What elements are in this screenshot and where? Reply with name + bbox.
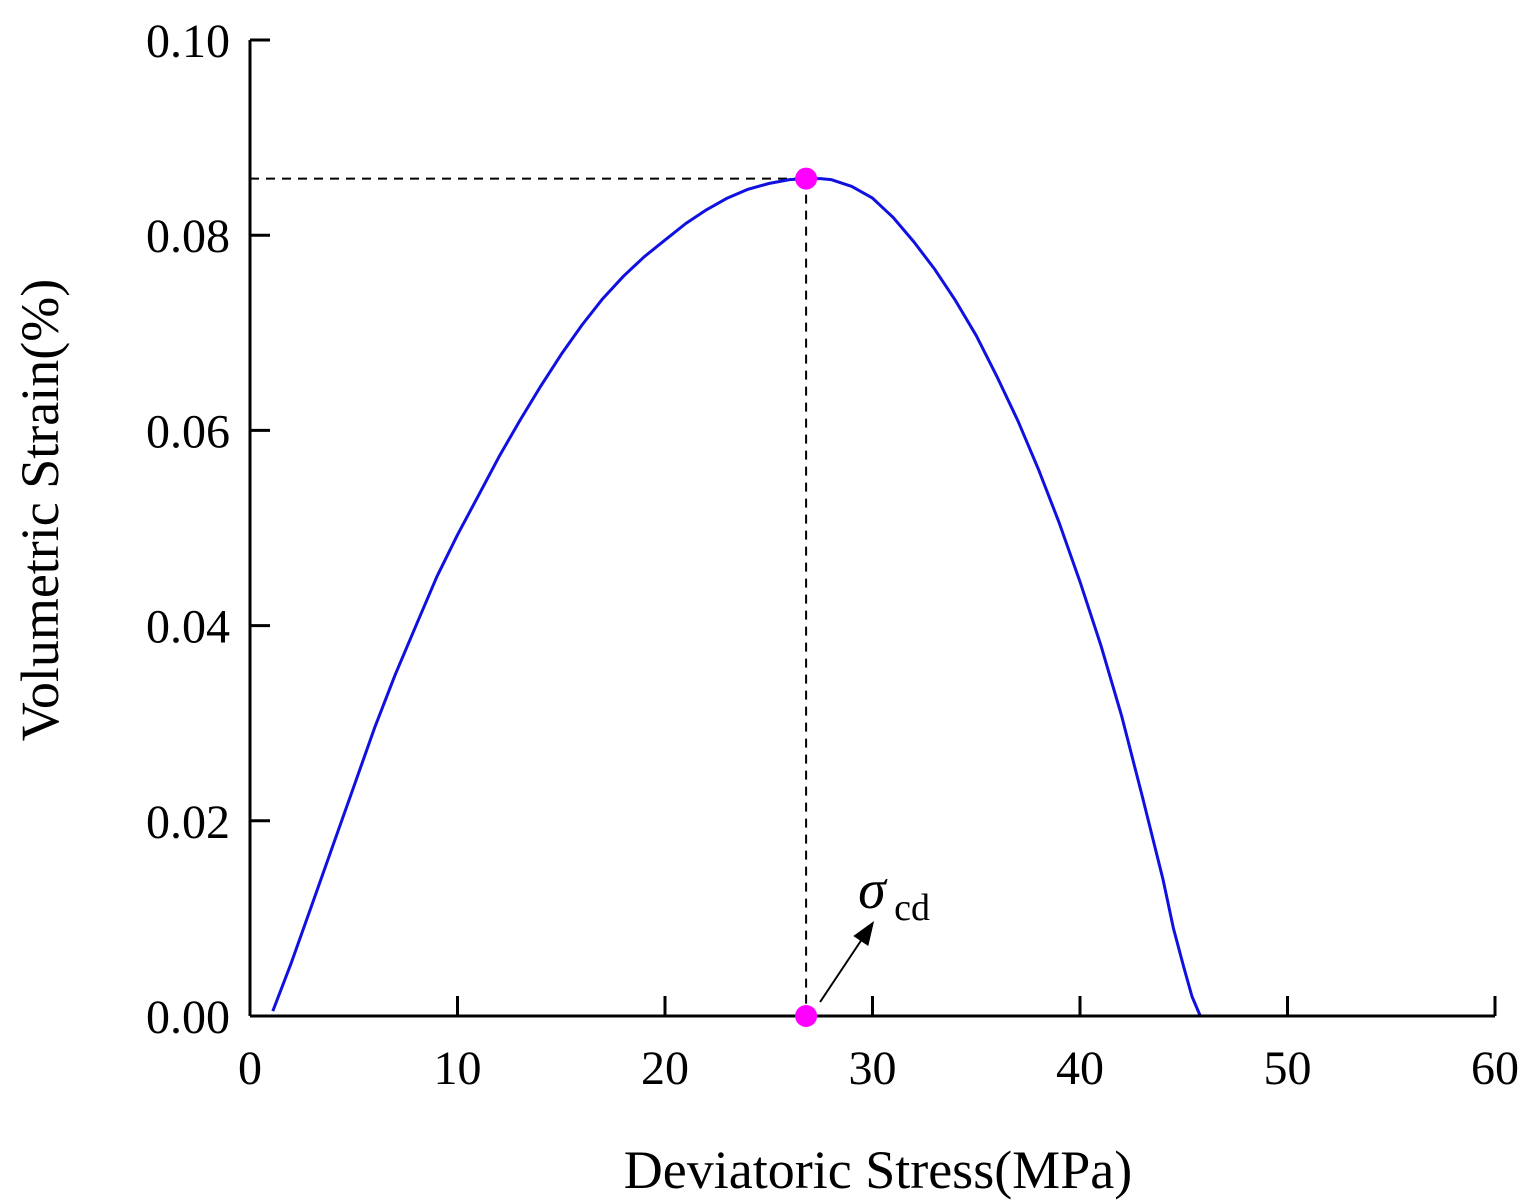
x-tick-label: 20 [641,1042,689,1095]
ticks: 0 10 20 30 40 50 60 0.00 0.02 0.04 0.06 0.08 0.10 [146,15,1519,1095]
x-tick-label: 50 [1264,1042,1312,1095]
sigma-cd-marker [795,1005,818,1027]
series-layer [271,177,1202,1017]
annotation-arrowhead [853,921,875,946]
reference-lines [250,177,808,1016]
x-axis-title: Deviatoric Stress(MPa) [624,1140,1132,1200]
annotation-layer: σ cd [819,859,930,1003]
y-tick-label: 0.00 [146,991,230,1044]
sigma-subscript: cd [894,887,930,929]
x-tick-label: 30 [849,1042,897,1095]
y-tick-label: 0.10 [146,15,230,68]
sigma-symbol: σ [858,859,888,921]
peak-marker [795,167,818,190]
x-tick-label: 0 [238,1042,262,1095]
x-tick-label: 40 [1056,1042,1104,1095]
volumetric-strain-line [271,177,1202,1017]
marker-layer [795,167,818,1027]
x-tick-label: 10 [434,1042,482,1095]
x-tick-label: 60 [1471,1042,1519,1095]
y-tick-label: 0.06 [146,405,230,458]
y-tick-label: 0.04 [146,601,230,654]
y-tick-label: 0.08 [146,210,230,263]
y-tick-label: 0.02 [146,796,230,849]
annotation-arrow-shaft [819,929,869,1003]
y-axis-title: Volumetric Strain(%) [10,279,70,741]
